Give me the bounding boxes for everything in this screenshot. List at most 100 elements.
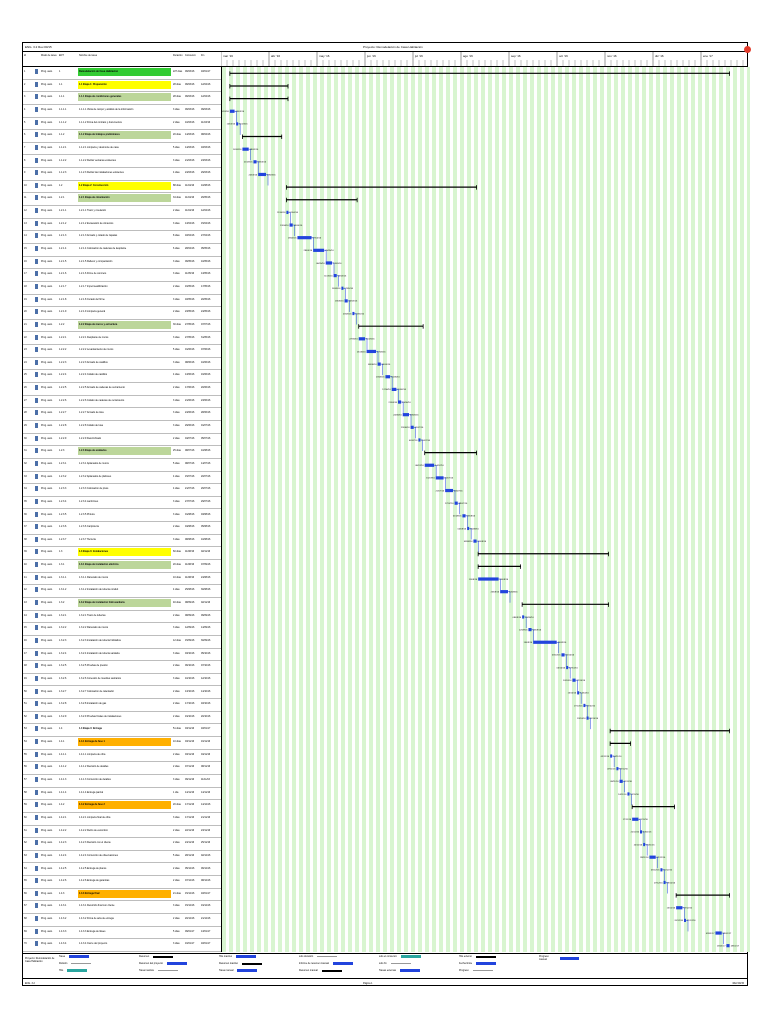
task-bar[interactable] [726, 944, 730, 948]
col-mode[interactable]: Modo de tarea [41, 54, 57, 57]
task-row[interactable]: 61 Prog. auto. 1.4.2.2 1.4.2.2 Retiro de es… [23, 826, 221, 839]
task-bar[interactable] [583, 703, 586, 708]
task-row[interactable]: 48 Prog. auto. 1.3.2.5 1.3.2.5 Pruebas de p… [23, 661, 221, 674]
task-row[interactable]: 17 Prog. auto. 1.2.1.6 1.2.1.6 Firme de con… [23, 269, 221, 282]
col-wbs[interactable]: EDT [59, 54, 64, 57]
task-row[interactable]: 30 Prog. auto. 1.2.2.9 1.2.2.9 Descimbrado 2… [23, 434, 221, 447]
task-bar[interactable] [333, 274, 337, 278]
task-row[interactable]: 60 Prog. auto. 1.4.2.1 1.4.2.1 Limpieza fin… [23, 813, 221, 826]
task-bar[interactable] [627, 792, 630, 796]
task-row[interactable]: 23 Prog. auto. 1.2.2.2 1.2.2.2 Levantamient… [23, 345, 221, 358]
task-bar[interactable] [522, 615, 525, 619]
task-bar[interactable] [500, 590, 508, 594]
task-row[interactable]: 52 Prog. auto. 1.3.2.9 1.3.2.9 Pruebas fina… [23, 712, 221, 725]
task-bar[interactable] [478, 577, 499, 581]
task-row[interactable]: 70 Prog. auto. 1.4.3.4 1.4.3.4 Cierre del p… [23, 939, 221, 952]
task-bar[interactable] [410, 425, 414, 429]
task-bar[interactable] [253, 160, 257, 164]
task-row[interactable]: 3 Prog. auto. 1.1.1 1.1.1 Etapa de condicio… [23, 92, 221, 105]
task-row[interactable]: 58 Prog. auto. 1.4.1.4 1.4.1.4 Entrega parc… [23, 788, 221, 801]
task-bar[interactable] [586, 716, 589, 720]
task-row[interactable]: 31 Prog. auto. 1.2.3 1.2.3 Etapa de acabado… [23, 446, 221, 459]
task-bar[interactable] [676, 906, 683, 910]
task-row[interactable]: 21 Prog. auto. 1.2.2 1.2.2 Etapa de muros y… [23, 320, 221, 333]
task-row[interactable]: 7 Prog. auto. 1.1.2.1 1.1.2.1 Limpieza y de… [23, 143, 221, 156]
task-row[interactable]: 42 Prog. auto. 1.3.1.2 1.3.1.2 Instalación … [23, 585, 221, 598]
task-row[interactable]: 66 Prog. auto. 1.4.3 1.4.3 Entrega final 21 … [23, 889, 221, 902]
task-bar[interactable] [632, 817, 639, 821]
task-bar[interactable] [297, 236, 312, 240]
task-bar[interactable] [533, 640, 557, 644]
task-row[interactable]: 40 Prog. auto. 1.3.1 1.3.1 Etapa de instala… [23, 560, 221, 573]
task-bar[interactable] [313, 248, 325, 252]
task-bar[interactable] [258, 172, 266, 177]
task-bar[interactable] [402, 413, 409, 417]
task-row[interactable]: 20 Prog. auto. 1.2.1.9 1.2.1.9 Limpieza gen… [23, 307, 221, 320]
task-bar[interactable] [619, 779, 623, 783]
col-start[interactable]: Comienzo [185, 54, 196, 57]
task-bar[interactable] [242, 147, 249, 151]
task-bar[interactable] [445, 488, 453, 493]
task-bar[interactable] [352, 311, 355, 316]
task-row[interactable]: 57 Prog. auto. 1.4.1.3 1.4.1.3 Corrección d… [23, 775, 221, 788]
task-row[interactable]: 47 Prog. auto. 1.3.2.4 1.3.2.4 Instalación … [23, 649, 221, 662]
task-bar[interactable] [385, 375, 391, 379]
task-row[interactable]: 2 Prog. auto. 1.1 1.1 Etapa 1: Preparación 2… [23, 80, 221, 93]
task-row[interactable]: 55 Prog. auto. 1.4.1.1 1.4.1.1 Limpieza de … [23, 750, 221, 763]
close-icon[interactable] [744, 46, 751, 53]
task-row[interactable]: 68 Prog. auto. 1.4.3.2 1.4.3.2 Firma de act… [23, 914, 221, 927]
col-id[interactable]: Id [24, 54, 26, 57]
task-row[interactable]: 36 Prog. auto. 1.2.3.5 1.2.3.5 Pintura 3 día… [23, 510, 221, 523]
task-bar[interactable] [418, 438, 421, 442]
task-bar[interactable] [424, 463, 435, 467]
task-row[interactable]: 53 Prog. auto. 1.4 1.4 Etapa 4: Entrega 51 d… [23, 724, 221, 738]
task-row[interactable]: 67 Prog. auto. 1.4.3.1 1.4.3.1 Recorrido fi… [23, 901, 221, 915]
task-row[interactable]: 16 Prog. auto. 1.2.1.5 1.2.1.5 Relleno y co… [23, 257, 221, 270]
task-bar[interactable] [684, 918, 686, 922]
task-bar[interactable] [325, 261, 332, 265]
task-row[interactable]: 44 Prog. auto. 1.3.2.1 1.3.2.1 Trazo de tub… [23, 611, 221, 624]
task-row[interactable]: 15 Prog. auto. 1.2.1.4 1.2.1.4 Colocación d… [23, 244, 221, 257]
task-row[interactable]: 8 Prog. auto. 1.1.2.2 1.1.2.2 Retirar venta… [23, 156, 221, 169]
col-duration[interactable]: Duración [173, 54, 183, 57]
task-row[interactable]: 63 Prog. auto. 1.4.2.4 1.4.2.4 Corrección d… [23, 851, 221, 864]
task-row[interactable]: 39 Prog. auto. 1.3 1.3 Etapa 3: Instalacion… [23, 547, 221, 561]
task-bar[interactable] [286, 210, 289, 214]
task-row[interactable]: 9 Prog. auto. 1.1.2.3 1.1.2.3 Retirar las i… [23, 168, 221, 181]
task-row[interactable]: 14 Prog. auto. 1.2.1.3 1.2.1.3 Armado y col… [23, 231, 221, 244]
task-row[interactable]: 45 Prog. auto. 1.3.2.2 1.3.2.2 Ranurado de … [23, 623, 221, 636]
task-row[interactable]: 10 Prog. auto. 1.2 1.2 Etapa 2: Construcció… [23, 181, 221, 194]
task-bar[interactable] [528, 628, 532, 632]
task-bar[interactable] [643, 842, 646, 847]
task-row[interactable]: 6 Prog. auto. 1.1.2 1.1.2 Etapa de trabajos… [23, 130, 221, 143]
task-row[interactable]: 12 Prog. auto. 1.2.1.1 1.2.1.1 Trazo y nive… [23, 206, 221, 219]
task-row[interactable]: 35 Prog. auto. 1.2.3.4 1.2.3.4 Lambrines 3 d… [23, 497, 221, 510]
task-bar[interactable] [577, 691, 580, 695]
task-row[interactable]: 43 Prog. auto. 1.3.2 1.3.2 Etapa de instala… [23, 598, 221, 611]
task-bar[interactable] [715, 931, 722, 935]
task-row[interactable]: 54 Prog. auto. 1.4.1 1.4.1 Entrega de fase … [23, 737, 221, 750]
task-bar[interactable] [391, 387, 397, 391]
task-row[interactable]: 13 Prog. auto. 1.2.1.2 1.2.1.2 Excavación d… [23, 219, 221, 232]
task-row[interactable]: 27 Prog. auto. 1.2.2.6 1.2.2.6 Colado de ca… [23, 396, 221, 409]
task-bar[interactable] [467, 526, 470, 531]
task-row[interactable]: 64 Prog. auto. 1.4.2.5 1.4.2.5 Entrega de p… [23, 864, 221, 877]
task-row[interactable]: 4 Prog. auto. 1.1.1.1 1.1.1.1 Visita de cam… [23, 105, 221, 118]
task-row[interactable]: 25 Prog. auto. 1.2.2.4 1.2.2.4 Colado de ca… [23, 370, 221, 384]
task-row[interactable]: 65 Prog. auto. 1.4.2.6 1.4.2.6 Entrega de g… [23, 876, 221, 889]
task-bar[interactable] [366, 349, 376, 354]
task-row[interactable]: 38 Prog. auto. 1.2.3.7 1.2.3.7 Herrería 3 dí… [23, 535, 221, 548]
col-end[interactable]: Fin [201, 54, 205, 57]
task-row[interactable]: 5 Prog. auto. 1.1.1.2 1.1.1.2 Firma del con… [23, 118, 221, 131]
task-row[interactable]: 19 Prog. auto. 1.2.1.8 1.2.1.8 Curado del f… [23, 295, 221, 308]
task-bar[interactable] [610, 754, 613, 758]
task-bar[interactable] [377, 362, 381, 366]
task-row[interactable]: 59 Prog. auto. 1.4.2 1.4.2 Entrega de fase … [23, 800, 221, 813]
task-row[interactable]: 18 Prog. auto. 1.2.1.7 1.2.1.7 Impermeabili… [23, 282, 221, 295]
task-row[interactable]: 37 Prog. auto. 1.2.3.6 1.2.3.6 Carpintería 2… [23, 522, 221, 535]
task-bar[interactable] [344, 299, 348, 303]
task-bar[interactable] [454, 501, 458, 505]
task-row[interactable]: 32 Prog. auto. 1.2.3.1 1.2.3.1 Aplanados de… [23, 459, 221, 472]
task-bar[interactable] [561, 653, 565, 657]
task-row[interactable]: 24 Prog. auto. 1.2.2.3 1.2.2.3 Armado de ca… [23, 358, 221, 371]
